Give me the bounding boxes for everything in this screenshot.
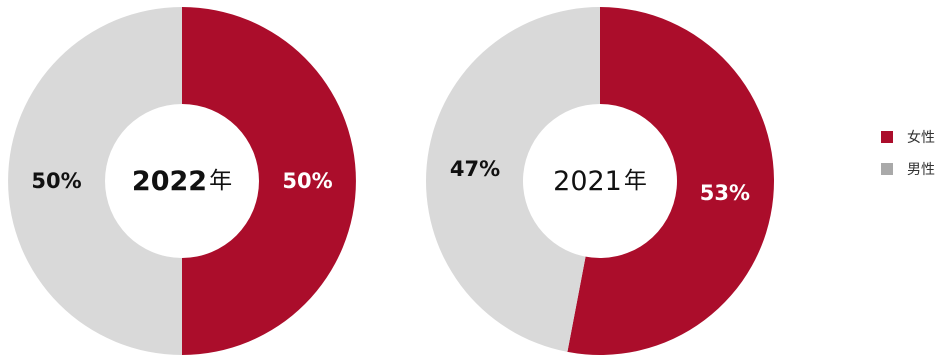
- legend-label-male: 男性: [907, 162, 935, 178]
- slice-female: [567, 7, 775, 356]
- legend-item-male: 男性: [881, 159, 935, 179]
- slice-label-female: 53%: [700, 181, 750, 205]
- legend-swatch-female: [881, 131, 893, 143]
- center-year-number: 2021: [553, 166, 622, 197]
- slice-male: [8, 7, 182, 355]
- slice-male: [426, 7, 600, 352]
- center-year-label: 2021年: [553, 166, 647, 197]
- center-year-suffix: 年: [209, 168, 232, 194]
- donut-chart-2022: 50% 50% 2022年: [8, 7, 356, 355]
- slice-label-female: 50%: [282, 169, 332, 193]
- slice-label-male: 50%: [31, 169, 81, 193]
- legend-label-female: 女性: [907, 130, 935, 146]
- legend: 女性 男性: [881, 127, 935, 191]
- center-year-number: 2022: [132, 166, 207, 197]
- slice-label-male: 47%: [450, 157, 500, 181]
- donut-chart-2021: 53% 47% 2021年: [426, 7, 775, 356]
- legend-swatch-male: [881, 163, 893, 175]
- center-year-suffix: 年: [624, 168, 647, 194]
- legend-item-female: 女性: [881, 127, 935, 147]
- slice-female: [182, 7, 356, 355]
- center-year-label: 2022年: [132, 166, 232, 197]
